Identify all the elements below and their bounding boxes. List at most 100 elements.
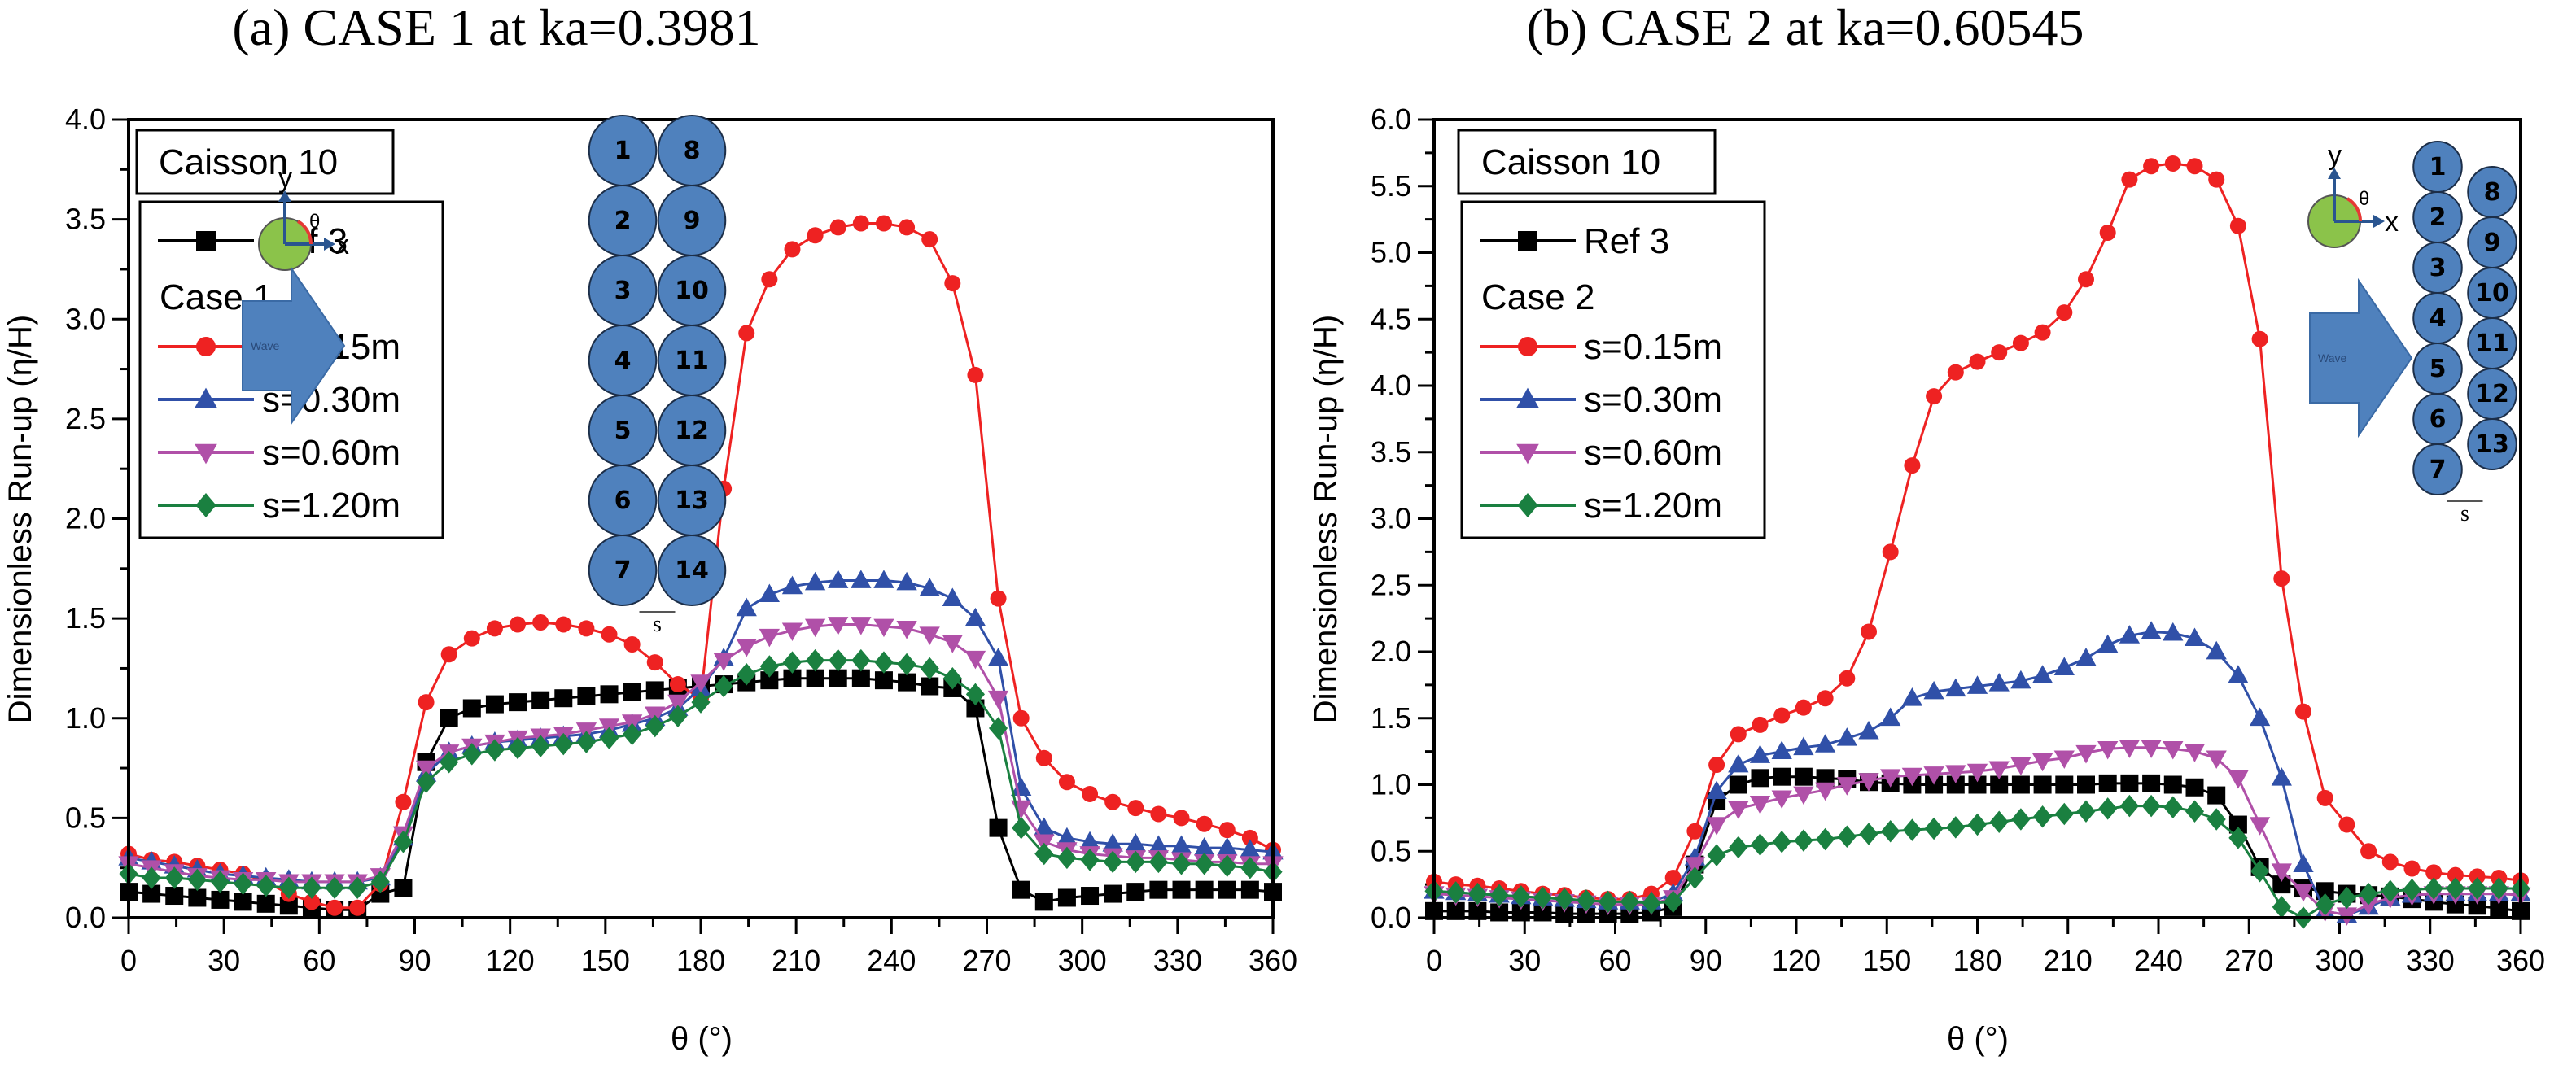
data-point (2141, 794, 2161, 818)
wave-label: Wave (2318, 351, 2346, 364)
data-point (738, 325, 755, 342)
inset-y-label: y (2328, 140, 2342, 171)
series-s-1-20m (119, 648, 1283, 899)
y-tick-label: 4.0 (65, 103, 106, 136)
data-point (646, 654, 663, 671)
x-axis-label: θ (°) (671, 1021, 733, 1057)
x-tick-label: 0 (120, 944, 137, 977)
data-point (1148, 850, 1168, 874)
data-point (1730, 726, 1747, 743)
caisson: 5 (2412, 343, 2463, 395)
data-point (921, 231, 938, 248)
data-point (1012, 709, 1030, 727)
legend-marker (196, 337, 216, 356)
y-tick-label: 5.5 (1371, 169, 1411, 203)
caisson: 6 (2412, 393, 2463, 445)
data-point (2033, 775, 2052, 794)
data-point (668, 705, 688, 728)
data-point (2078, 271, 2094, 288)
data-point (1904, 457, 1921, 474)
legend-marker (195, 387, 217, 408)
data-point (2381, 879, 2400, 903)
data-point (1816, 827, 1835, 851)
data-point (1991, 344, 2008, 361)
data-point (2184, 627, 2206, 646)
caisson-number: 6 (2429, 405, 2447, 434)
data-point (2056, 304, 2073, 321)
x-tick-label: 300 (1058, 944, 1107, 977)
x-tick-label: 60 (303, 944, 335, 977)
data-point (942, 587, 963, 606)
data-point (462, 743, 482, 766)
y-tick-label: 2.5 (65, 402, 106, 435)
data-point (691, 691, 711, 714)
data-point (1685, 866, 1704, 889)
y-tick-label: 1.5 (1371, 701, 1411, 735)
data-point (2011, 775, 2030, 794)
data-point (256, 894, 275, 913)
caisson-number: 12 (2475, 380, 2509, 408)
x-tick-label: 90 (1690, 944, 1722, 977)
data-point (1240, 839, 1261, 858)
y-tick-label: 2.0 (65, 502, 106, 535)
data-point (2186, 158, 2203, 175)
data-point (1773, 707, 1791, 724)
data-point (1814, 782, 1836, 801)
data-point (851, 617, 872, 635)
data-point (2447, 866, 2464, 884)
data-point (2119, 625, 2141, 644)
data-point (737, 663, 756, 686)
data-point (508, 736, 527, 760)
data-point (896, 571, 917, 591)
data-point (578, 620, 595, 637)
data-point (417, 770, 436, 793)
data-point (2249, 817, 2271, 836)
data-point (964, 650, 986, 670)
data-point (2033, 805, 2053, 828)
data-point (1664, 890, 1683, 914)
caisson-number: 13 (675, 487, 709, 515)
y-tick-label: 1.0 (1371, 768, 1411, 801)
y-tick-label: 3.0 (1371, 502, 1411, 535)
data-point (1467, 882, 1487, 906)
data-point (987, 647, 1009, 666)
caisson: 2 (588, 185, 658, 256)
data-point (395, 793, 412, 810)
data-point (2490, 899, 2508, 918)
data-point (1148, 835, 1170, 854)
data-point (1966, 763, 1988, 783)
data-point (325, 876, 344, 899)
y-tick-label: 3.5 (65, 203, 106, 236)
data-point (1126, 850, 1145, 874)
x-tick-label: 270 (2224, 944, 2273, 977)
data-point (1839, 670, 1856, 687)
chart-title: (b) CASE 2 at ka=0.60545 (1527, 0, 2084, 56)
data-point (1858, 773, 1879, 792)
x-tick-label: 360 (2496, 944, 2545, 977)
data-point (1881, 819, 1900, 843)
data-point (1988, 761, 2010, 780)
data-point (782, 651, 803, 674)
data-point (531, 735, 550, 757)
data-point (2185, 800, 2205, 823)
series-s-0-30m (118, 570, 1284, 890)
data-point (829, 669, 847, 687)
data-point (1750, 833, 1770, 856)
data-point (2054, 802, 2074, 826)
caisson-number: 13 (2475, 430, 2509, 459)
data-point (828, 617, 849, 635)
data-point (1836, 727, 1857, 746)
legend-label: Ref 3 (1584, 221, 1669, 261)
caisson-number: 10 (675, 277, 709, 305)
data-point (2163, 622, 2184, 641)
data-point (1924, 817, 1944, 840)
data-point (326, 899, 343, 916)
data-point (1446, 881, 1466, 904)
data-point (919, 626, 940, 645)
legend-label: s=1.20m (262, 486, 400, 526)
data-point (2119, 794, 2139, 818)
caisson-number: 5 (2429, 355, 2447, 383)
data-point (188, 888, 207, 907)
data-point (2272, 896, 2291, 919)
